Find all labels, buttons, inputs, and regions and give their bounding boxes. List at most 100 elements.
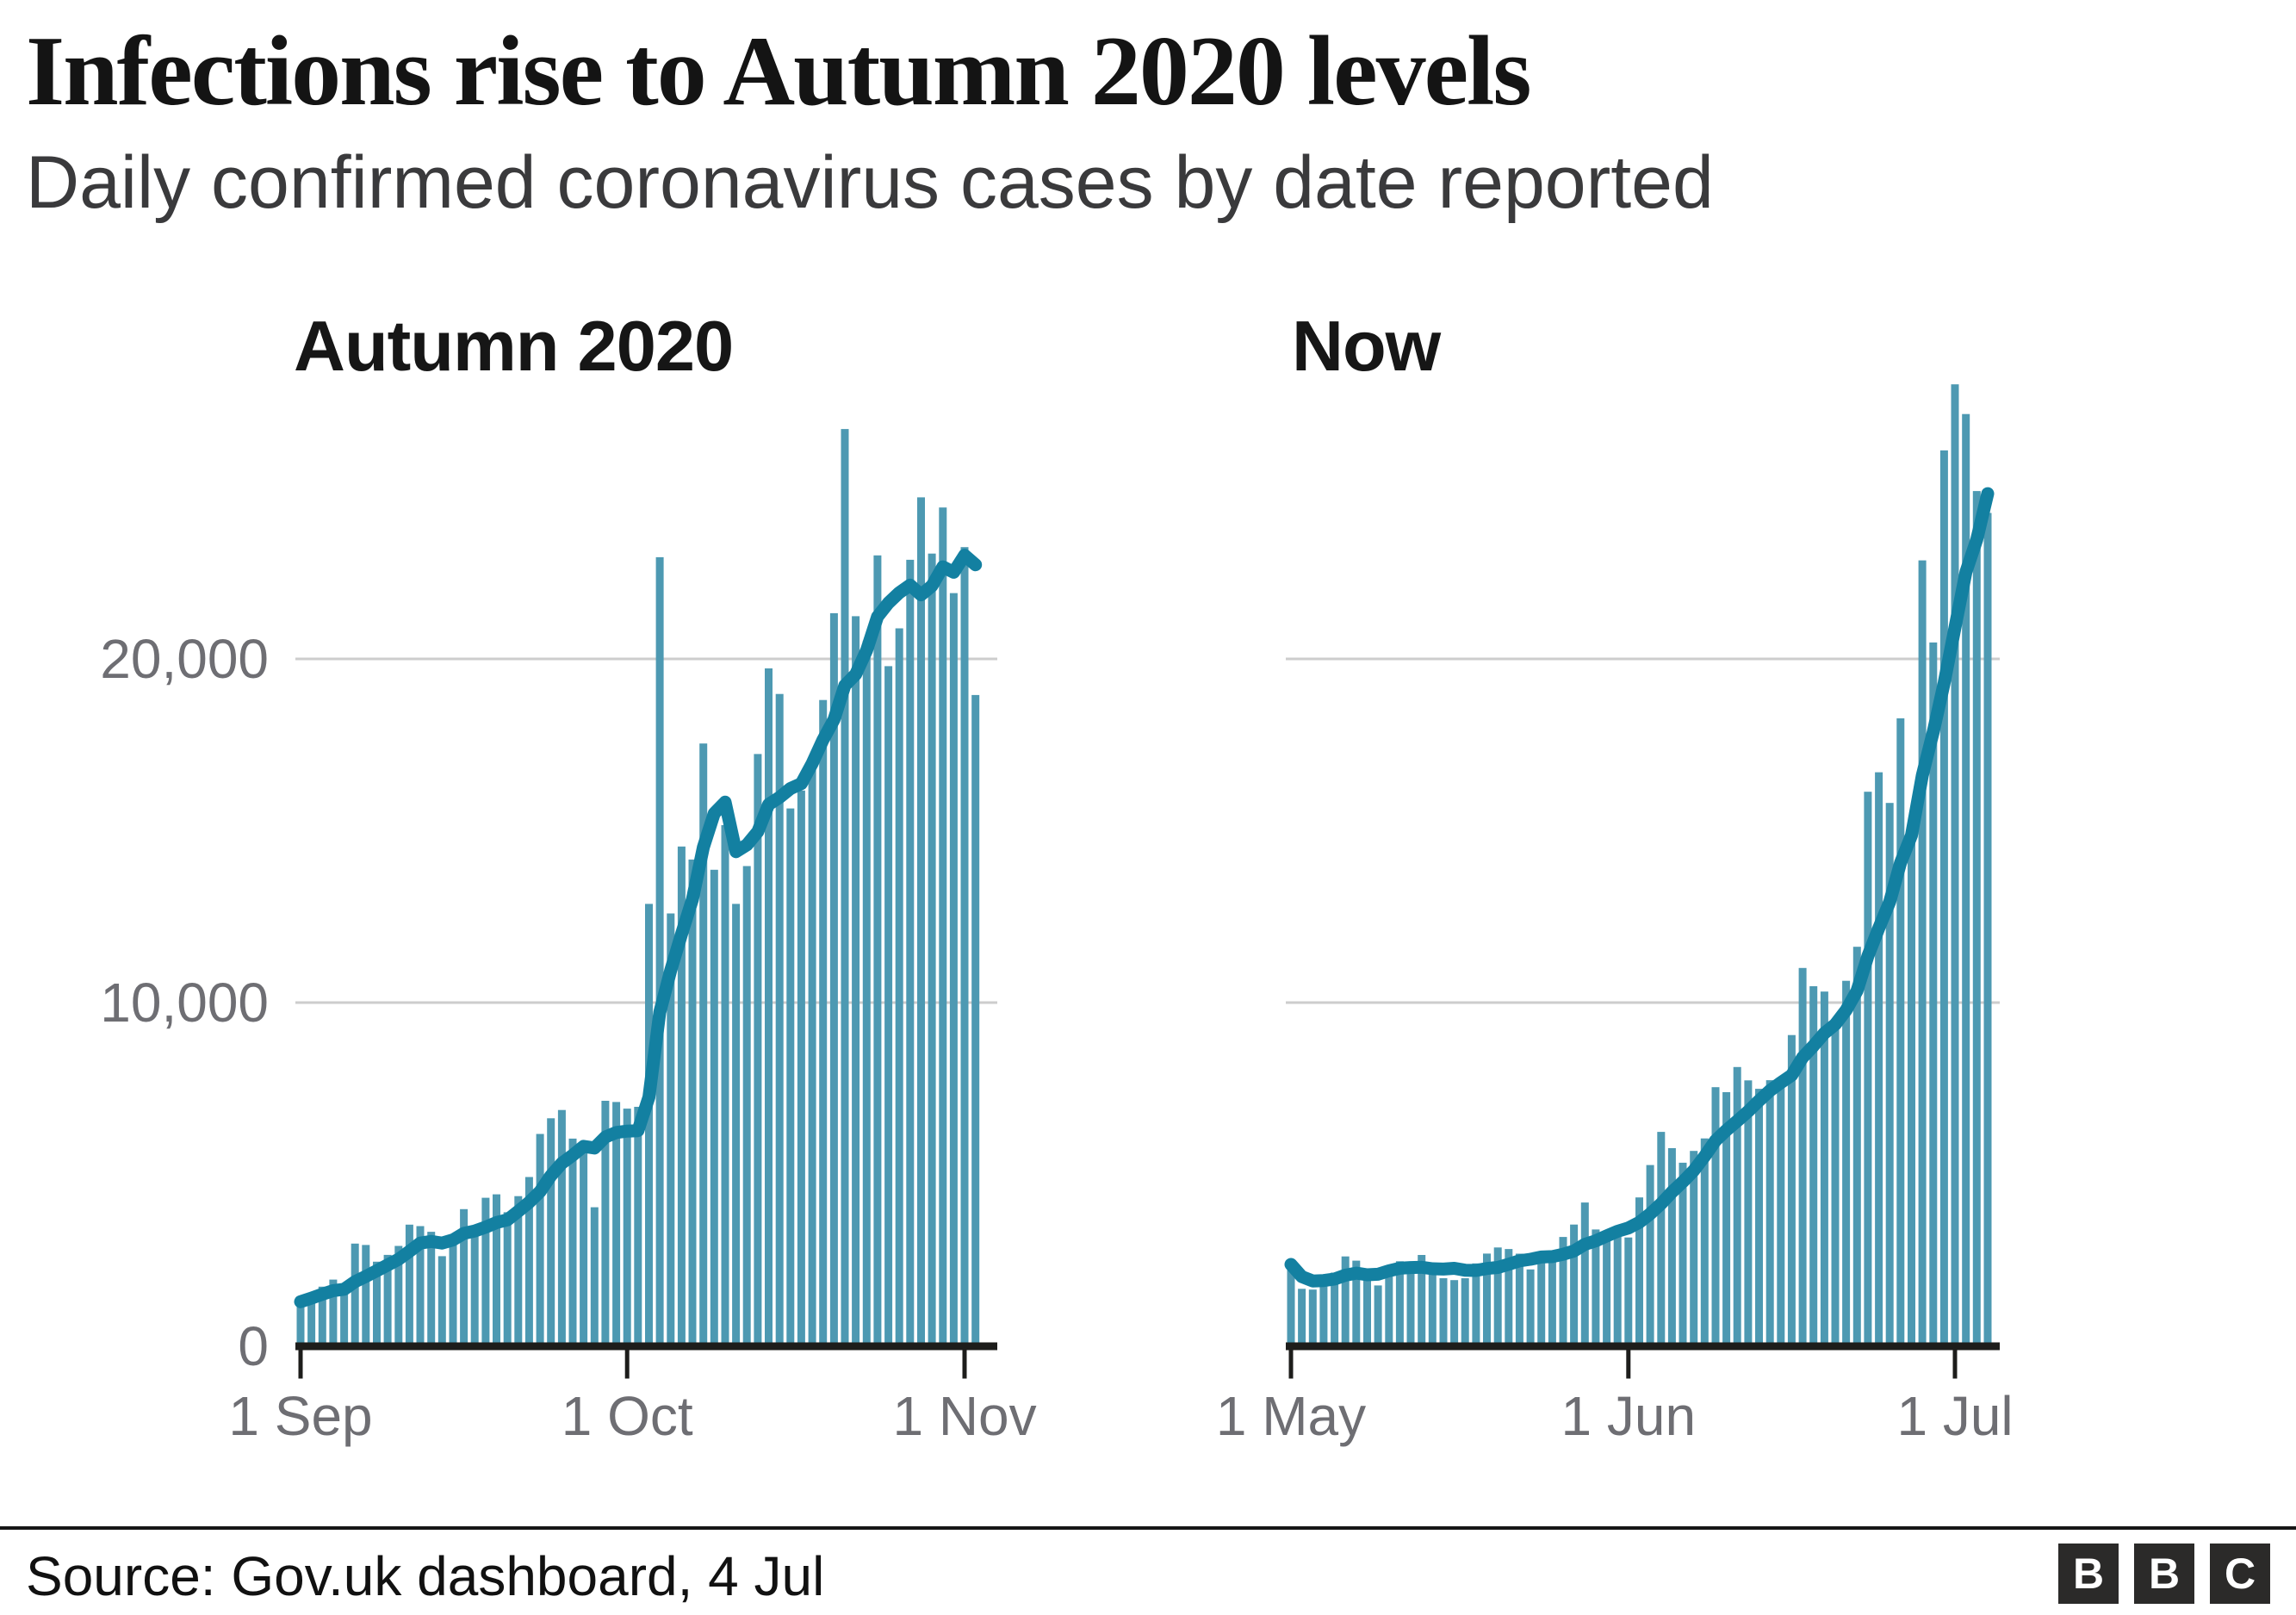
- bar: [1428, 1270, 1437, 1346]
- y-axis-label-0: 0: [238, 1315, 269, 1377]
- bar: [732, 904, 741, 1346]
- bar: [765, 668, 773, 1346]
- bar: [1505, 1249, 1513, 1346]
- panel-autumn-2020: [294, 429, 997, 1379]
- bar: [1298, 1289, 1306, 1346]
- seven-day-average-line: [1284, 487, 1995, 1288]
- bar: [514, 1196, 523, 1346]
- bar: [1820, 991, 1828, 1346]
- bar: [971, 694, 980, 1346]
- bar: [1798, 967, 1807, 1346]
- bar: [721, 824, 729, 1346]
- bar: [797, 790, 805, 1346]
- bar: [1363, 1276, 1371, 1346]
- bar: [318, 1286, 326, 1346]
- bar: [362, 1245, 370, 1346]
- bar: [437, 1256, 446, 1346]
- bar: [1331, 1272, 1339, 1346]
- bar: [1765, 1080, 1774, 1346]
- bar: [1896, 718, 1905, 1346]
- bar: [928, 553, 936, 1346]
- bar: [568, 1138, 577, 1346]
- bar: [373, 1261, 381, 1346]
- bar: [1395, 1261, 1404, 1346]
- bar: [1744, 1080, 1753, 1346]
- bar: [645, 904, 653, 1346]
- bar: [667, 913, 675, 1346]
- bar: [1787, 1034, 1796, 1346]
- bar: [786, 808, 795, 1346]
- bar: [1755, 1089, 1763, 1346]
- bar: [1592, 1229, 1600, 1346]
- bar: [1972, 491, 1981, 1346]
- bar: [1319, 1279, 1328, 1346]
- bar: [906, 559, 915, 1346]
- bar: [1875, 772, 1883, 1346]
- bar: [296, 1301, 305, 1346]
- bar: [1635, 1197, 1643, 1346]
- bar: [449, 1239, 457, 1346]
- bar: [536, 1134, 544, 1346]
- bar: [1570, 1224, 1579, 1346]
- bar: [1809, 986, 1818, 1346]
- bar: [1515, 1253, 1523, 1346]
- bar: [1842, 980, 1851, 1346]
- footer-divider: [0, 1526, 2296, 1530]
- bar: [1341, 1256, 1350, 1346]
- bar: [1939, 450, 1948, 1346]
- x-tick: [1952, 1350, 1958, 1379]
- bar: [427, 1232, 436, 1346]
- bar: [1679, 1162, 1687, 1346]
- bar: [819, 699, 828, 1346]
- source-text: Source: Gov.uk dashboard, 4 Jul: [26, 1545, 825, 1607]
- bar: [340, 1283, 349, 1346]
- bar: [601, 1101, 610, 1346]
- bar: [1613, 1230, 1622, 1346]
- bar: [1962, 413, 1970, 1347]
- bar: [699, 743, 708, 1346]
- bar: [688, 859, 697, 1346]
- bar: [329, 1279, 338, 1346]
- bar: [1864, 792, 1872, 1346]
- x-tick-label: 1 Nov: [892, 1385, 1037, 1447]
- bar: [873, 555, 882, 1346]
- bar: [1918, 560, 1927, 1346]
- bar: [612, 1102, 621, 1346]
- bar: [862, 640, 871, 1346]
- bar: [481, 1197, 490, 1346]
- bbc-logo-square-b1: B: [2058, 1544, 2119, 1604]
- bar: [634, 1107, 642, 1346]
- bar: [1548, 1260, 1556, 1346]
- bar: [1537, 1262, 1546, 1346]
- x-tick: [1288, 1350, 1294, 1379]
- bar: [1472, 1263, 1480, 1346]
- bar: [1461, 1278, 1469, 1346]
- bar: [1483, 1253, 1491, 1346]
- bar: [1983, 512, 1992, 1346]
- bar: [405, 1224, 413, 1346]
- bar: [917, 497, 925, 1346]
- seven-day-average-line: [294, 549, 983, 1308]
- bar: [1308, 1289, 1317, 1346]
- bar: [1439, 1278, 1448, 1346]
- bar: [841, 429, 849, 1347]
- page-title: Infections rise to Autumn 2020 levels: [26, 16, 1532, 127]
- bar: [590, 1207, 599, 1346]
- panel-now: [1284, 384, 2000, 1379]
- x-tick: [624, 1350, 630, 1379]
- bar: [383, 1254, 392, 1346]
- panel-title-autumn-2020: Autumn 2020: [294, 306, 734, 386]
- x-tick-label: 1 Jun: [1561, 1385, 1697, 1447]
- bar: [1559, 1237, 1567, 1346]
- x-tick-label: 1 Oct: [561, 1385, 693, 1447]
- bar: [470, 1229, 479, 1346]
- bar: [307, 1294, 316, 1346]
- bar: [503, 1212, 512, 1346]
- bar: [742, 866, 751, 1346]
- bar: [677, 846, 686, 1346]
- bar: [460, 1208, 469, 1346]
- bar: [1374, 1285, 1382, 1346]
- bar: [775, 693, 784, 1346]
- bar: [949, 593, 958, 1346]
